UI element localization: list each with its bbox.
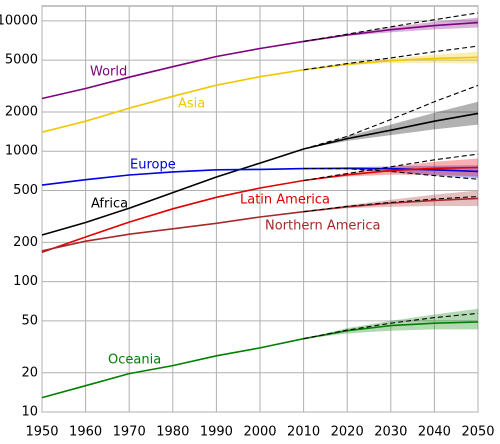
high-variant-line [303,168,479,180]
high-variant-line [303,195,479,213]
series-label: Latin America [240,193,330,208]
y-tick-label: 5000 [5,53,38,68]
high-variant-line [303,153,479,182]
series-line [41,112,479,236]
x-tick-label: 2010 [287,425,320,440]
y-tick-label: 10 [21,405,38,420]
x-tick-label: 1990 [200,425,233,440]
x-tick-label: 1980 [156,425,189,440]
series-label: Oceania [108,353,161,368]
y-tick-label: 50 [21,313,38,328]
series-label: Europe [130,158,176,173]
high-variant-line [303,12,479,42]
series-label: Africa [91,197,128,212]
series-line [41,21,479,100]
series-line [41,197,479,252]
x-tick-label: 2020 [331,425,364,440]
high-variant-line [303,312,479,340]
series-label: Asia [178,97,205,112]
y-tick-label: 10000 [0,13,38,28]
y-tick-label: 500 [13,183,38,198]
high-variant-line [303,84,479,150]
x-tick-label: 1950 [25,425,58,440]
series-line [41,321,479,399]
y-tick-label: 20 [21,365,38,380]
y-tick-label: 200 [13,235,38,250]
x-tick-label: 1960 [69,425,102,440]
series-line [41,56,479,133]
series-label: World [90,65,127,80]
x-tick-label: 2050 [461,425,494,440]
x-tick-label: 1970 [113,425,146,440]
x-tick-label: 2040 [418,425,451,440]
x-tick-label: 2000 [243,425,276,440]
series-line [41,166,479,253]
y-tick-label: 1000 [5,144,38,159]
series-label: Northern America [265,219,380,234]
high-variant-line [303,45,479,71]
y-tick-label: 2000 [5,104,38,119]
prediction-band [303,101,478,149]
y-tick-label: 100 [13,274,38,289]
x-tick-label: 2030 [374,425,407,440]
